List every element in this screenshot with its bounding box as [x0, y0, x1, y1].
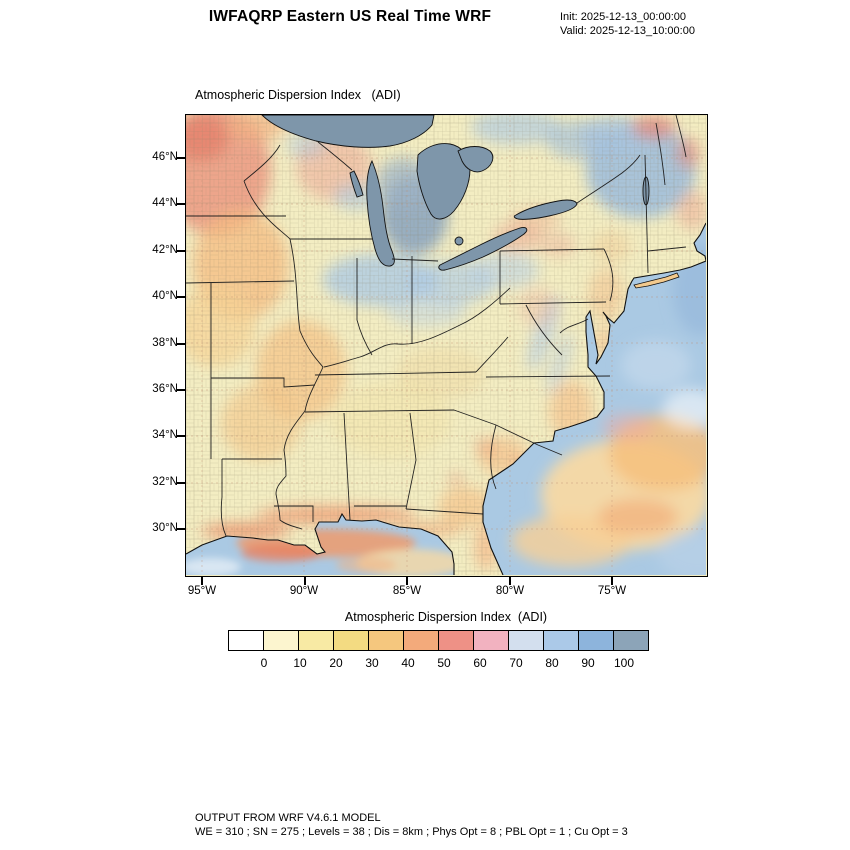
colorbar-tick-label: 100	[613, 656, 635, 670]
colorbar-cell	[438, 630, 474, 651]
long-island	[633, 272, 680, 289]
colorbar-cell	[473, 630, 509, 651]
colorbar-tick-label: 50	[437, 656, 451, 670]
colorbar-cell	[578, 630, 614, 651]
colorbar-tick-label: 10	[293, 656, 307, 670]
colorbar-cell	[403, 630, 439, 651]
colorbar-tick-label: 30	[365, 656, 379, 670]
colorbar-tick-label: 40	[401, 656, 415, 670]
lon-tick	[611, 577, 613, 585]
page-title: IWFAQRP Eastern US Real Time WRF	[208, 8, 492, 25]
init-time: Init: 2025-12-13_00:00:00	[560, 11, 686, 23]
colorbar-cell	[263, 630, 299, 651]
field-title: Atmospheric Dispersion Index (ADI)	[195, 88, 401, 102]
map-frame	[161, 105, 708, 577]
colorbar	[228, 630, 649, 651]
colorbar-title: Atmospheric Dispersion Index (ADI)	[344, 610, 548, 624]
lat-tick	[177, 343, 185, 345]
lat-tick	[177, 157, 185, 159]
lake-huron	[416, 143, 471, 220]
colorbar-cell	[508, 630, 544, 651]
lon-tick	[406, 577, 408, 585]
model-output-line: OUTPUT FROM WRF V4.6.1 MODEL	[195, 812, 381, 824]
great-lakes	[260, 114, 650, 271]
lon-tick-label: 80°W	[495, 585, 525, 597]
lat-tick-label: 30°N	[152, 522, 178, 534]
colorbar-tick-label: 80	[545, 656, 559, 670]
lake-erie	[438, 227, 528, 271]
colorbar-tick-label: 0	[260, 656, 268, 670]
lon-tick	[509, 577, 511, 585]
lat-tick	[177, 435, 185, 437]
lat-tick	[177, 482, 185, 484]
green-bay	[349, 170, 364, 198]
lon-tick-label: 75°W	[597, 585, 627, 597]
lon-tick-label: 90°W	[289, 585, 319, 597]
coastline-atlantic	[482, 222, 707, 576]
colorbar-cell	[613, 630, 649, 651]
lon-tick-label: 95°W	[187, 585, 217, 597]
lon-tick	[201, 577, 203, 585]
lat-tick	[177, 389, 185, 391]
lat-tick-label: 42°N	[152, 244, 178, 256]
lat-tick	[177, 203, 185, 205]
lake-michigan	[366, 159, 395, 267]
colorbar-cell	[333, 630, 369, 651]
colorbar-tick-label: 70	[509, 656, 523, 670]
map-plot	[161, 105, 708, 576]
lat-tick-label: 36°N	[152, 383, 178, 395]
lake-superior	[260, 114, 435, 148]
adi-field-gulf	[186, 529, 454, 575]
colorbar-cell	[543, 630, 579, 651]
colorbar-tick-label: 60	[473, 656, 487, 670]
valid-time: Valid: 2025-12-13_10:00:00	[560, 25, 695, 37]
colorbar-cell	[298, 630, 334, 651]
lon-tick-label: 85°W	[392, 585, 422, 597]
colorbar-tick-label: 90	[581, 656, 595, 670]
colorbar-tick-label: 20	[329, 656, 343, 670]
lake-st-clair	[454, 236, 464, 246]
coastline-gulf	[185, 512, 455, 575]
adi-field-atlantic	[511, 245, 706, 575]
lake-ontario	[513, 199, 578, 220]
lat-tick	[177, 250, 185, 252]
lat-tick-label: 34°N	[152, 429, 178, 441]
lat-tick-label: 46°N	[152, 151, 178, 163]
lon-tick	[304, 577, 306, 585]
lat-tick-label: 32°N	[152, 476, 178, 488]
run-times: Init: 2025-12-13_00:00:00 Valid: 2025-12-…	[560, 10, 695, 38]
lat-tick	[177, 296, 185, 298]
lat-tick-label: 38°N	[152, 337, 178, 349]
lat-tick-label: 40°N	[152, 290, 178, 302]
lat-tick-label: 44°N	[152, 197, 178, 209]
state-borders	[185, 114, 687, 537]
lat-tick	[177, 528, 185, 530]
georgian-bay	[457, 146, 494, 173]
colorbar-cell	[368, 630, 404, 651]
model-config-line: WE = 310 ; SN = 275 ; Levels = 38 ; Dis …	[195, 826, 628, 838]
colorbar-cell	[228, 630, 264, 651]
